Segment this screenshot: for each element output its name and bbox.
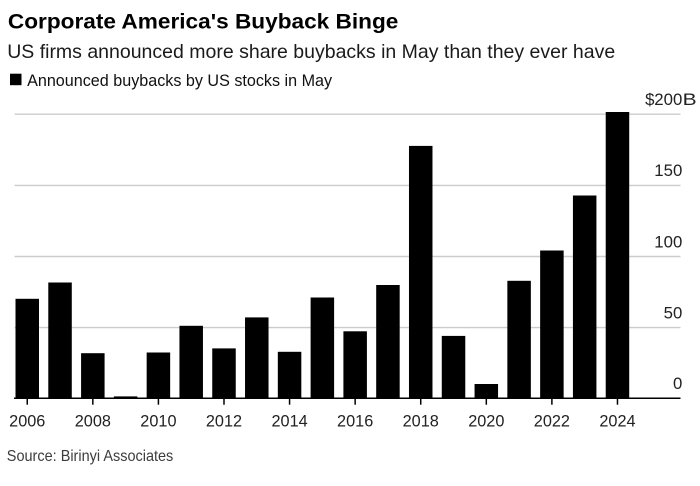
- svg-text:200: 200: [654, 90, 682, 109]
- svg-text:2012: 2012: [206, 412, 242, 431]
- svg-text:150: 150: [654, 161, 682, 180]
- svg-text:2018: 2018: [403, 412, 439, 431]
- svg-text:Corporate America's Buyback Bi: Corporate America's Buyback Binge: [8, 10, 399, 34]
- svg-text:2010: 2010: [140, 412, 176, 431]
- svg-text:2016: 2016: [337, 412, 373, 431]
- svg-text:$: $: [645, 90, 655, 109]
- svg-text:0: 0: [673, 374, 682, 393]
- svg-text:2014: 2014: [271, 412, 307, 431]
- svg-text:100: 100: [654, 232, 682, 251]
- svg-text:2008: 2008: [75, 412, 111, 431]
- svg-text:B: B: [683, 90, 697, 109]
- svg-text:Announced buybacks by US stock: Announced buybacks by US stocks in May: [27, 71, 332, 90]
- svg-text:2020: 2020: [468, 412, 504, 431]
- svg-text:2022: 2022: [534, 412, 570, 431]
- svg-text:US firms announced more share: US firms announced more share buybacks i…: [7, 41, 615, 63]
- svg-text:2006: 2006: [9, 412, 45, 431]
- svg-text:Source: Birinyi Associates: Source: Birinyi Associates: [7, 448, 174, 465]
- svg-text:50: 50: [664, 303, 683, 322]
- svg-text:2024: 2024: [599, 412, 635, 431]
